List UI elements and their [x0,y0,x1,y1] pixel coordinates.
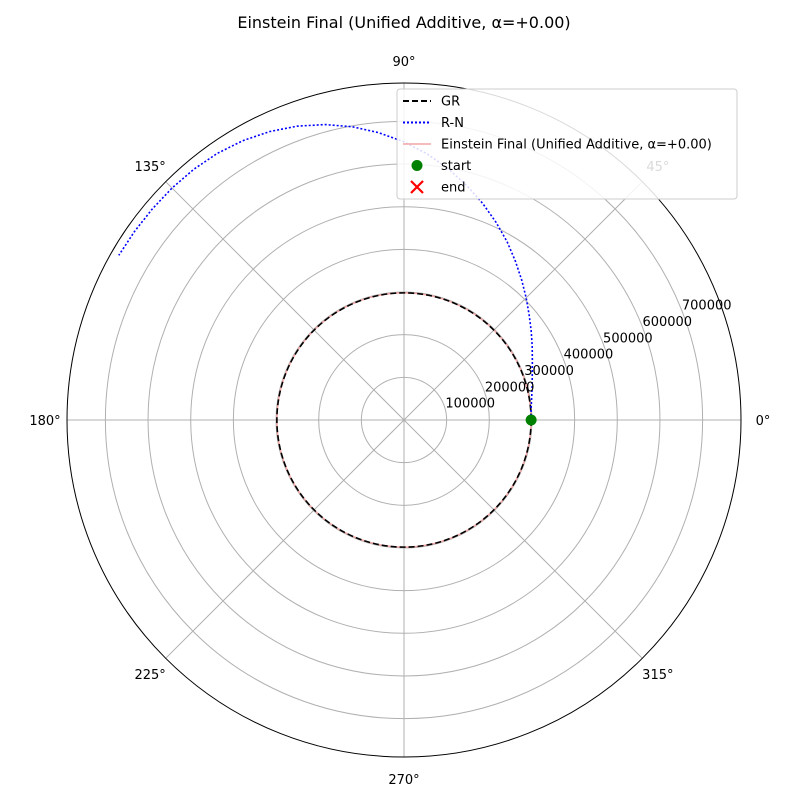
legend-swatch [410,180,424,194]
angle-tick-label: 0° [756,414,771,429]
angle-gridline [165,419,405,659]
legend-label: start [441,159,471,174]
angle-tick-label: 270° [388,773,419,788]
radius-tick-label: 700000 [682,299,732,314]
legend-label: Einstein Final (Unified Additive, α=+0.0… [441,138,712,153]
angle-tick-label: 315° [642,668,673,683]
radius-tick-label: 500000 [603,331,653,346]
chart-title: Einstein Final (Unified Additive, α=+0.0… [237,13,570,32]
angle-gridline [403,419,643,659]
angle-tick-label: 135° [134,160,165,175]
radius-gridline [360,376,448,464]
legend-label: GR [441,95,460,110]
legend-label: R-N [441,116,464,131]
radius-tick-label: 600000 [642,315,692,330]
angle-gridline [165,181,405,421]
legend-box [396,88,738,200]
polar-frame [66,82,742,758]
radius-tick-label: 100000 [445,397,495,412]
markers [525,414,537,426]
angle-tick-label: 90° [392,55,415,70]
angle-gridline [403,181,643,421]
angle-tick-label: 225° [134,668,165,683]
radius-gridline [190,206,618,634]
legend: GR R-N Einstein Final (Unified Additive, α… [396,88,738,200]
radius-tick-label: 400000 [564,348,614,363]
radius-gridline [232,248,576,592]
radius-tick-label: 300000 [524,364,574,379]
radius-gridline [318,334,490,506]
radius-tick-label: 200000 [485,380,535,395]
marker-start [525,414,537,426]
legend-label: end [441,181,466,196]
legend-swatch [411,160,423,171]
angle-tick-label: 180° [29,414,60,429]
